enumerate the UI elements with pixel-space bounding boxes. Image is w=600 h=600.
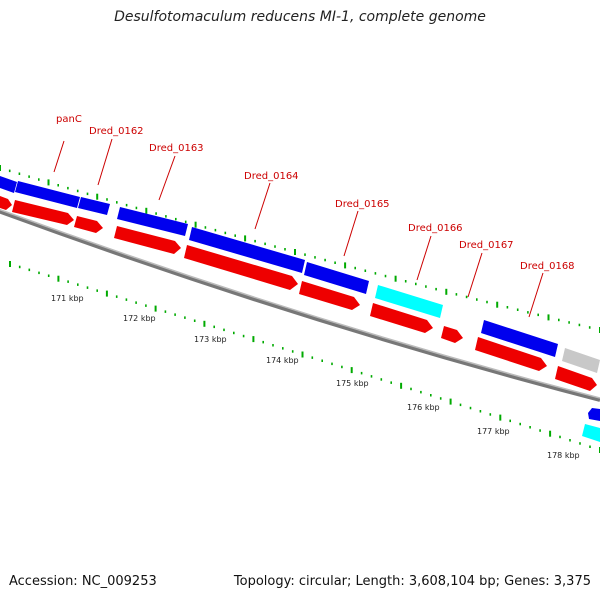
leader-line [254, 182, 271, 230]
gene-arrow[interactable] [441, 326, 463, 343]
gene-label[interactable]: Dred_0168 [520, 261, 575, 272]
gene-label[interactable]: Dred_0165 [335, 199, 390, 210]
cds-track [0, 176, 600, 442]
genome-summary-text: Topology: circular; Length: 3,608,104 bp… [233, 574, 591, 589]
leader-line [97, 138, 113, 186]
kbp-label: 178 kbp [547, 451, 580, 460]
kbp-label: 171 kbp [51, 294, 84, 303]
upper-tick-marks [0, 165, 600, 333]
cds-feature[interactable] [375, 285, 443, 318]
cds-feature[interactable] [582, 424, 600, 442]
leader-line [158, 155, 176, 201]
gene-labels: panC Dred_0162 Dred_0163 Dred_0164 Dred_… [53, 114, 575, 318]
kbp-label: 175 kbp [336, 379, 369, 388]
gene-arrow[interactable] [74, 216, 103, 233]
kbp-label: 177 kbp [477, 427, 510, 436]
kbp-label: 174 kbp [266, 356, 299, 365]
cds-feature[interactable] [562, 348, 600, 373]
leader-line [416, 235, 432, 281]
genome-backbone [0, 209, 600, 402]
kbp-tick-marks [9, 261, 600, 453]
gene-label[interactable]: Dred_0162 [89, 126, 144, 137]
leader-line [467, 252, 483, 298]
cds-feature[interactable] [304, 262, 369, 294]
gene-arrow[interactable] [12, 200, 74, 225]
cds-feature[interactable] [588, 408, 600, 421]
gene-arrow[interactable] [184, 245, 298, 290]
gene-arrow[interactable] [475, 337, 547, 371]
gene-track [0, 196, 597, 391]
kbp-label: 173 kbp [194, 335, 227, 344]
gene-label[interactable]: Dred_0166 [408, 223, 463, 234]
gene-label[interactable]: panC [56, 114, 82, 125]
gene-arrow[interactable] [555, 366, 597, 391]
leader-line [528, 272, 544, 318]
gene-label[interactable]: Dred_0167 [459, 240, 514, 251]
leader-line [343, 210, 359, 257]
cds-feature[interactable] [15, 181, 80, 208]
kbp-label: 176 kbp [407, 403, 440, 412]
cds-feature[interactable] [481, 320, 558, 357]
cds-feature[interactable] [117, 207, 188, 236]
kbp-label: 172 kbp [123, 314, 156, 323]
map-title: Desulfotomaculum reducens MI-1, complete… [114, 9, 486, 25]
accession-text: Accession: NC_009253 [9, 574, 157, 589]
cds-feature[interactable] [189, 227, 305, 273]
gene-label[interactable]: Dred_0164 [244, 171, 299, 182]
gene-arrow[interactable] [0, 196, 12, 210]
gene-arrow[interactable] [299, 281, 360, 310]
gene-arrow[interactable] [370, 303, 433, 333]
leader-line [53, 140, 65, 173]
gene-arrow[interactable] [114, 226, 181, 254]
cds-feature[interactable] [0, 176, 17, 193]
kbp-labels: 171 kbp 172 kbp 173 kbp 174 kbp 175 kbp … [51, 294, 580, 460]
gene-label[interactable]: Dred_0163 [149, 143, 204, 154]
cds-feature[interactable] [78, 197, 110, 215]
